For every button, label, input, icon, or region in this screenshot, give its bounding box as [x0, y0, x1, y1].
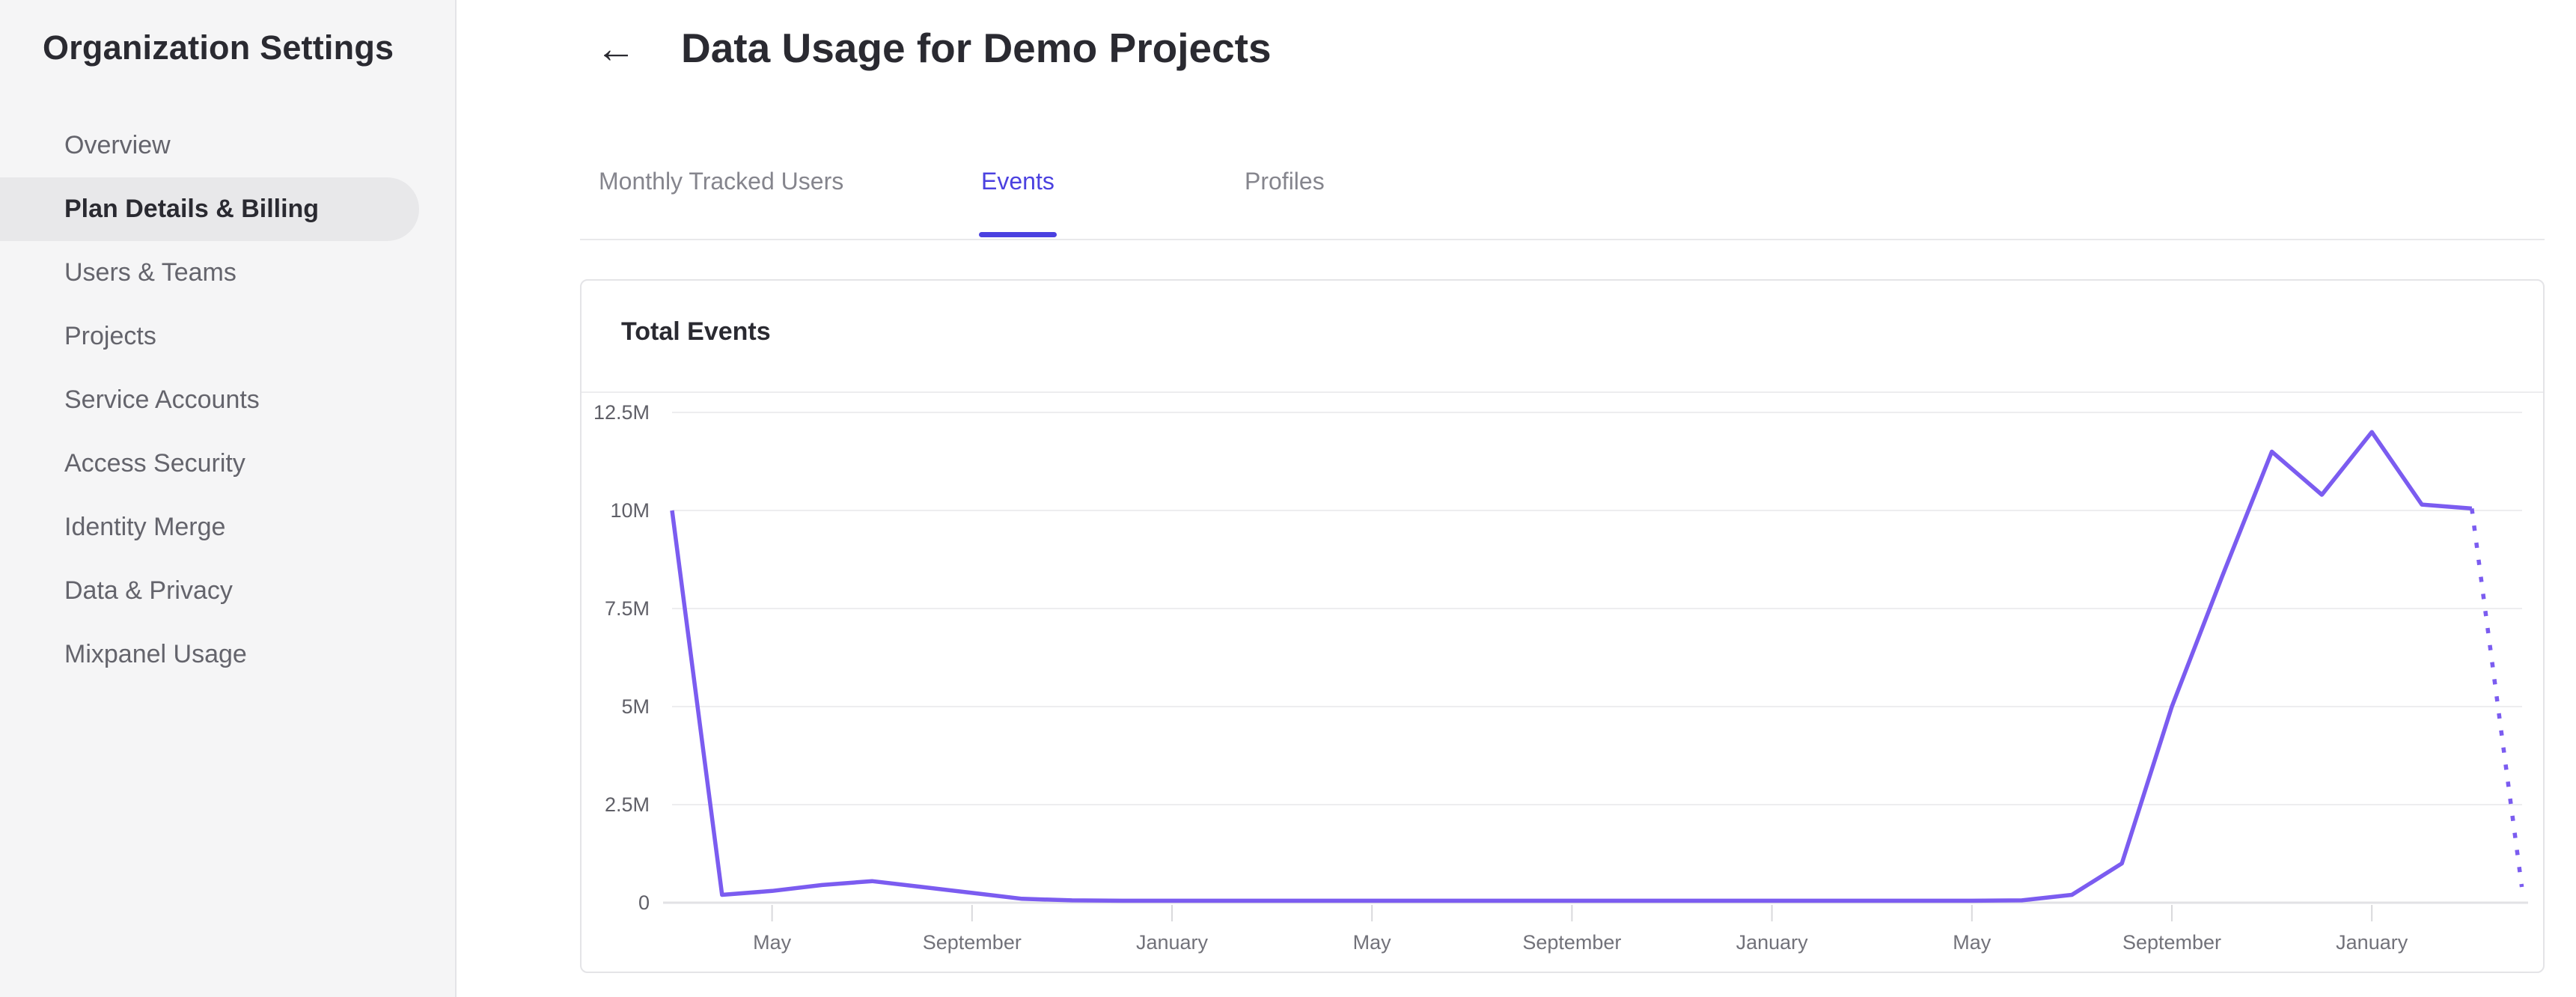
series-line-projected-dotted [2470, 508, 2524, 888]
total-events-line-chart [663, 412, 2528, 921]
sidebar-item-overview[interactable]: Overview [64, 131, 171, 159]
sidebar-item-users-teams[interactable]: Users & Teams [64, 258, 236, 287]
y-axis-tick-label: 12.5M [593, 401, 650, 424]
sidebar: Organization Settings Overview Plan Detai… [0, 0, 457, 997]
series-line-solid [670, 430, 2473, 903]
x-axis-tick-label: January [2336, 931, 2408, 954]
y-axis-tick-label: 2.5M [604, 793, 650, 816]
x-axis-tick-label: May [753, 931, 792, 954]
tab-monthly-tracked-users[interactable]: Monthly Tracked Users [599, 168, 844, 195]
active-tab-underline [979, 232, 1057, 237]
y-axis-tick-label: 7.5M [604, 597, 650, 620]
x-axis-tick-label: September [1522, 931, 1622, 954]
sidebar-item-service-accounts[interactable]: Service Accounts [64, 385, 260, 414]
sidebar-nav: Overview Plan Details & Billing Users & Te… [0, 114, 457, 686]
sidebar-item-mixpanel-usage[interactable]: Mixpanel Usage [64, 640, 247, 668]
sidebar-item-projects[interactable]: Projects [64, 322, 156, 350]
back-button[interactable]: ← [590, 22, 642, 75]
tab-bar-divider [580, 239, 2545, 240]
tab-profiles[interactable]: Profiles [1245, 168, 1325, 195]
sidebar-item-identity-merge[interactable]: Identity Merge [64, 513, 226, 541]
chart-title: Total Events [621, 317, 771, 346]
x-axis-tick-label: January [1135, 931, 1209, 954]
sidebar-title: Organization Settings [43, 28, 394, 67]
x-axis-tick-label: September [922, 931, 1022, 954]
total-events-card [580, 279, 2545, 973]
y-axis-tick-label: 5M [621, 695, 650, 718]
y-axis-tick-label: 0 [638, 891, 650, 914]
back-arrow-icon: ← [596, 26, 636, 71]
x-axis-tick-label: January [1736, 931, 1808, 954]
sidebar-item-data-privacy[interactable]: Data & Privacy [64, 576, 233, 605]
sidebar-item-plan-details-billing[interactable]: Plan Details & Billing [0, 177, 419, 241]
x-axis-tick-label: May [1352, 931, 1391, 954]
y-axis-tick-label: 10M [610, 499, 650, 522]
x-axis-tick-label: May [1953, 931, 1991, 954]
card-header-divider [582, 391, 2543, 393]
page-title: Data Usage for Demo Projects [681, 25, 1272, 71]
sidebar-item-access-security[interactable]: Access Security [64, 449, 245, 478]
tab-events[interactable]: Events [981, 168, 1054, 195]
x-axis-tick-label: September [2122, 931, 2222, 954]
